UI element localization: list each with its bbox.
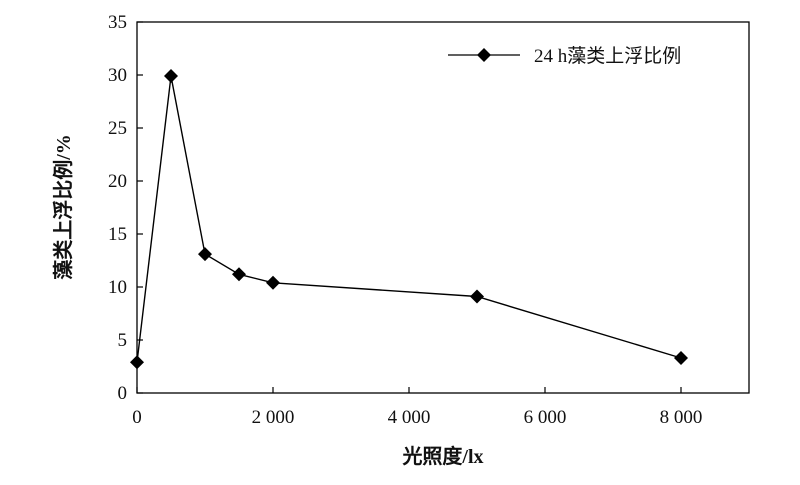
y-tick-label: 25 [108, 118, 127, 139]
y-tick-label: 10 [108, 277, 127, 298]
data-point [232, 267, 246, 282]
y-axis-ticks: 0 5 10 15 20 25 30 35 [108, 12, 143, 404]
y-axis-title: 藻类上浮比例/% [51, 134, 75, 280]
data-point [164, 69, 178, 84]
x-axis-title: 光照度/lx [401, 444, 483, 468]
y-tick-label: 5 [118, 330, 128, 351]
y-tick-label: 30 [108, 65, 127, 86]
x-tick-label: 6 000 [524, 407, 567, 428]
plot-frame [136, 21, 750, 394]
data-point [674, 351, 688, 366]
data-point [470, 289, 484, 304]
data-point [266, 275, 280, 290]
x-tick-label: 2 000 [252, 407, 295, 428]
series-layer [130, 69, 688, 370]
data-point [198, 247, 212, 262]
y-tick-label: 20 [108, 171, 127, 192]
legend-label: 24 h藻类上浮比例 [534, 45, 681, 67]
y-tick-label: 0 [118, 383, 128, 404]
legend-marker [477, 48, 491, 62]
y-tick-label: 15 [108, 224, 127, 245]
x-tick-label: 0 [132, 407, 142, 428]
series-line [136, 75, 682, 363]
data-point [130, 355, 144, 370]
legend: 24 h藻类上浮比例 [448, 45, 681, 67]
x-axis-ticks: 0 2 000 4 000 6 000 8 000 [132, 387, 702, 428]
y-tick-label: 35 [108, 12, 127, 33]
x-tick-label: 4 000 [388, 407, 431, 428]
x-tick-label: 8 000 [660, 407, 703, 428]
